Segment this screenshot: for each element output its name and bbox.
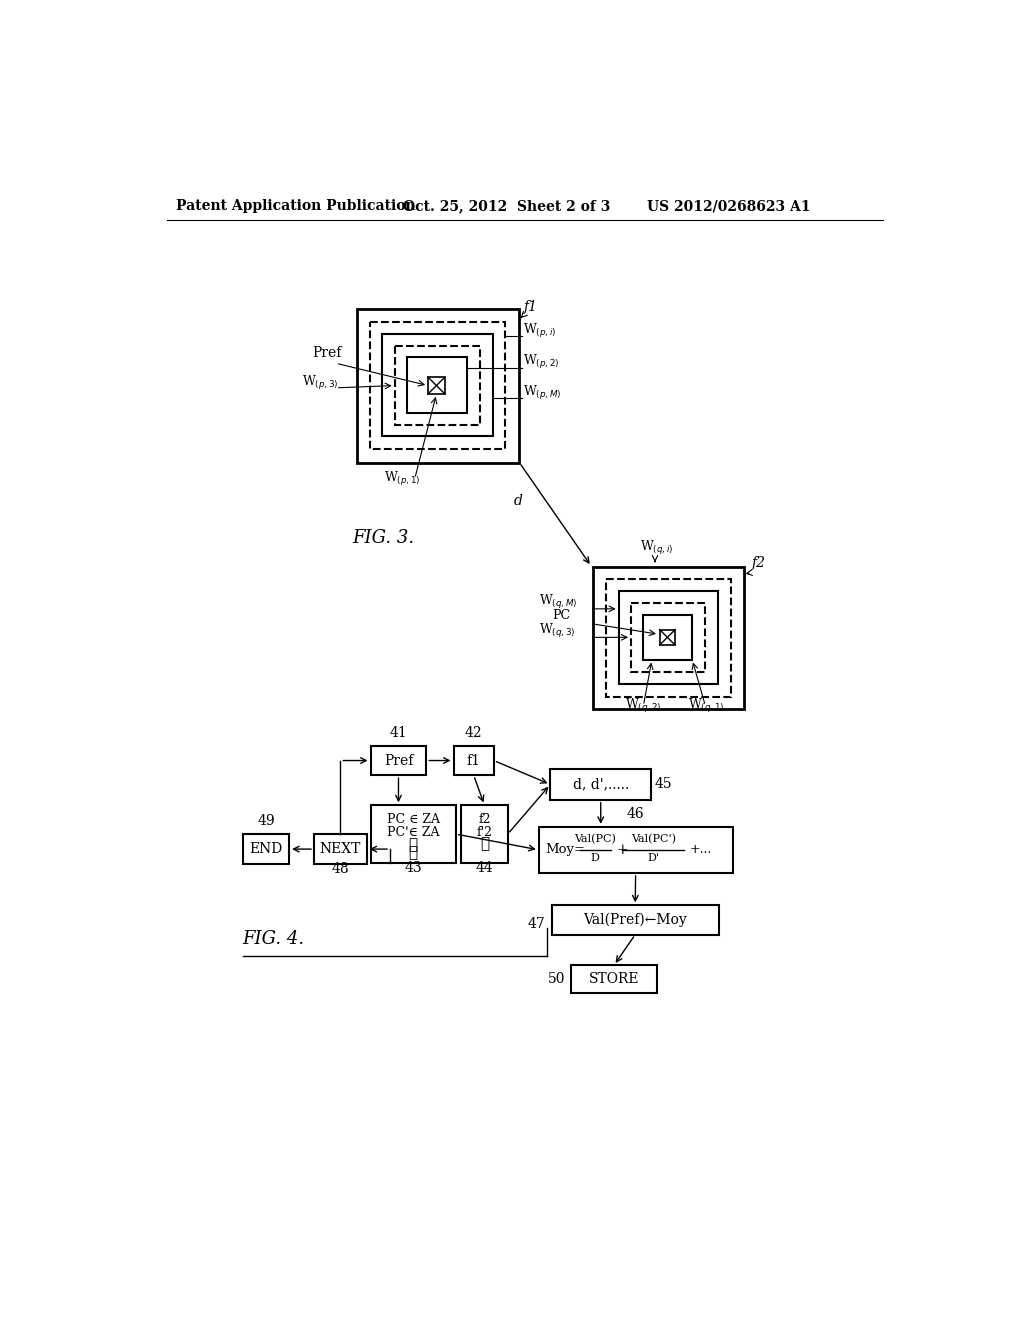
Bar — [243, 834, 289, 863]
Text: END: END — [249, 842, 283, 857]
Text: FIG. 4.: FIG. 4. — [243, 929, 305, 948]
Text: PC'∈ ZA: PC'∈ ZA — [387, 826, 439, 840]
Text: W$_{(p,1)}$: W$_{(p,1)}$ — [384, 470, 421, 488]
Bar — [370, 322, 506, 449]
Bar — [539, 826, 732, 873]
Text: W$_{(q,2)}$: W$_{(q,2)}$ — [625, 697, 662, 715]
Text: D: D — [591, 853, 600, 863]
Text: f1: f1 — [467, 754, 480, 767]
Bar — [407, 358, 467, 413]
Text: 43: 43 — [404, 861, 422, 875]
Text: 50: 50 — [548, 973, 565, 986]
Bar — [382, 334, 493, 437]
Bar — [593, 566, 744, 709]
Text: NEXT: NEXT — [319, 842, 361, 857]
Text: Moy=: Moy= — [545, 843, 585, 857]
Text: f1: f1 — [524, 300, 538, 314]
Text: W$_{(q,M)}$: W$_{(q,M)}$ — [539, 593, 578, 611]
Text: f2: f2 — [752, 556, 766, 569]
Bar — [394, 346, 480, 425]
Text: 41: 41 — [389, 726, 408, 739]
Bar — [631, 603, 706, 672]
Text: +...: +... — [690, 843, 712, 857]
Bar — [356, 309, 519, 462]
Bar — [454, 746, 494, 775]
Bar — [314, 834, 367, 863]
Text: Patent Application Publication: Patent Application Publication — [176, 199, 416, 213]
Text: W$_{(p,i)}$: W$_{(p,i)}$ — [523, 322, 557, 341]
Text: W$_{(q,i)}$: W$_{(q,i)}$ — [640, 539, 673, 557]
Text: PC ∈ ZA: PC ∈ ZA — [387, 813, 439, 825]
Bar — [571, 965, 656, 993]
Text: PC: PC — [553, 609, 570, 622]
Text: W$_{(q,3)}$: W$_{(q,3)}$ — [539, 622, 575, 640]
Bar — [606, 578, 731, 697]
Text: US 2012/0268623 A1: US 2012/0268623 A1 — [647, 199, 811, 213]
Text: f'2: f'2 — [476, 826, 493, 840]
Text: +: + — [616, 843, 628, 857]
Text: 45: 45 — [655, 777, 673, 792]
Text: 49: 49 — [257, 814, 274, 828]
Bar — [371, 805, 456, 863]
Bar — [461, 805, 508, 863]
Text: Pref: Pref — [312, 346, 342, 360]
Text: 42: 42 — [465, 726, 482, 739]
Bar — [428, 378, 445, 393]
Text: FIG. 3.: FIG. 3. — [352, 529, 415, 548]
Text: 48: 48 — [332, 862, 349, 876]
Text: ⋮: ⋮ — [409, 838, 418, 853]
Bar — [618, 591, 718, 684]
Bar — [659, 630, 675, 645]
Text: W$_{(q,1)}$: W$_{(q,1)}$ — [688, 697, 725, 715]
Bar — [371, 746, 426, 775]
Text: Val(PC): Val(PC) — [573, 834, 615, 845]
Text: W$_{(p,2)}$: W$_{(p,2)}$ — [523, 352, 560, 371]
Text: Val(PC'): Val(PC') — [631, 834, 676, 845]
Bar — [552, 906, 719, 935]
Text: W$_{(p,3)}$: W$_{(p,3)}$ — [302, 374, 339, 392]
Text: 46: 46 — [627, 807, 644, 821]
Text: d: d — [514, 494, 523, 508]
Bar — [550, 770, 651, 800]
Text: ⋮: ⋮ — [480, 837, 489, 850]
Text: Val(Pref)←Moy: Val(Pref)←Moy — [584, 912, 687, 927]
Text: STORE: STORE — [589, 973, 639, 986]
Text: Oct. 25, 2012  Sheet 2 of 3: Oct. 25, 2012 Sheet 2 of 3 — [403, 199, 610, 213]
Text: ⋮: ⋮ — [409, 846, 418, 859]
Text: d, d',.....: d, d',..... — [572, 777, 629, 792]
Text: W$_{(p,M)}$: W$_{(p,M)}$ — [523, 384, 562, 401]
Text: 44: 44 — [475, 861, 494, 875]
Text: Pref: Pref — [384, 754, 413, 767]
Text: f2: f2 — [478, 813, 490, 825]
Text: D': D' — [647, 853, 659, 863]
Text: 47: 47 — [528, 917, 546, 931]
Bar — [643, 615, 692, 660]
